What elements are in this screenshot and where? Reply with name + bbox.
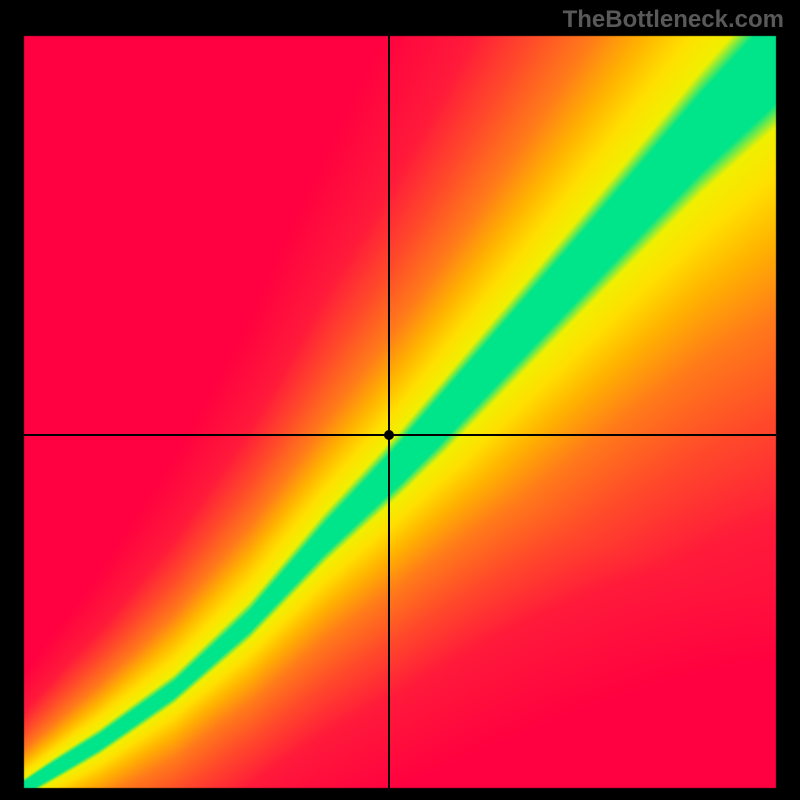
heatmap-canvas [0, 0, 800, 800]
crosshair-vertical [388, 36, 390, 788]
bottleneck-heatmap-chart: TheBottleneck.com [0, 0, 800, 800]
watermark-text: TheBottleneck.com [563, 6, 784, 34]
crosshair-marker [384, 430, 394, 440]
crosshair-horizontal [24, 434, 776, 436]
